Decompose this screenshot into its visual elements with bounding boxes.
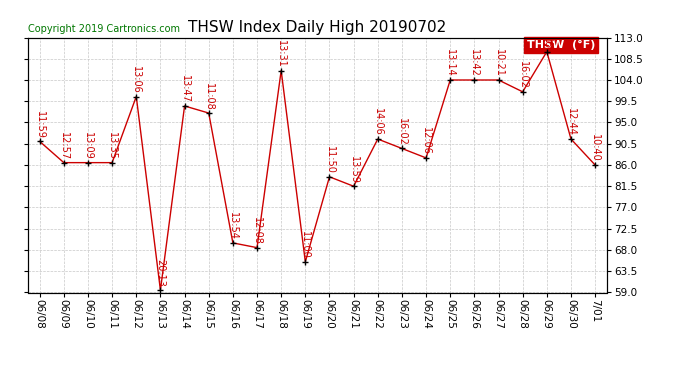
Text: 11:50: 11:50 <box>324 146 335 174</box>
Text: 11:08: 11:08 <box>204 82 214 110</box>
Text: 11:00: 11:00 <box>300 231 310 259</box>
Text: 13:09: 13:09 <box>83 132 93 160</box>
Text: 13:47: 13:47 <box>179 75 190 103</box>
Text: 11:59: 11:59 <box>34 111 45 139</box>
Text: 12:08: 12:08 <box>252 217 262 245</box>
Text: 10:40: 10:40 <box>590 135 600 162</box>
Text: 12:06: 12:06 <box>421 127 431 155</box>
Text: 12:57: 12:57 <box>59 132 69 160</box>
Text: 12:44: 12:44 <box>566 108 576 136</box>
Text: 13:14: 13:14 <box>445 50 455 77</box>
Text: 13:54: 13:54 <box>228 212 238 240</box>
Text: 13:06: 13:06 <box>131 66 141 94</box>
Text: 14:06: 14:06 <box>373 108 383 136</box>
Text: THSW  (°F): THSW (°F) <box>527 40 595 50</box>
Title: THSW Index Daily High 20190702: THSW Index Daily High 20190702 <box>188 20 446 35</box>
Text: 13:42: 13:42 <box>469 50 480 77</box>
Text: 13:59: 13:59 <box>348 156 359 183</box>
Text: Copyright 2019 Cartronics.com: Copyright 2019 Cartronics.com <box>28 24 179 34</box>
Text: 13:35: 13:35 <box>107 132 117 160</box>
Text: 16:02: 16:02 <box>397 118 407 146</box>
Text: 13:31: 13:31 <box>276 40 286 68</box>
Text: 16:02: 16:02 <box>518 61 528 89</box>
Text: 10:21: 10:21 <box>493 50 504 77</box>
Text: 20:13: 20:13 <box>155 260 166 287</box>
Text: 15: 15 <box>542 36 552 49</box>
